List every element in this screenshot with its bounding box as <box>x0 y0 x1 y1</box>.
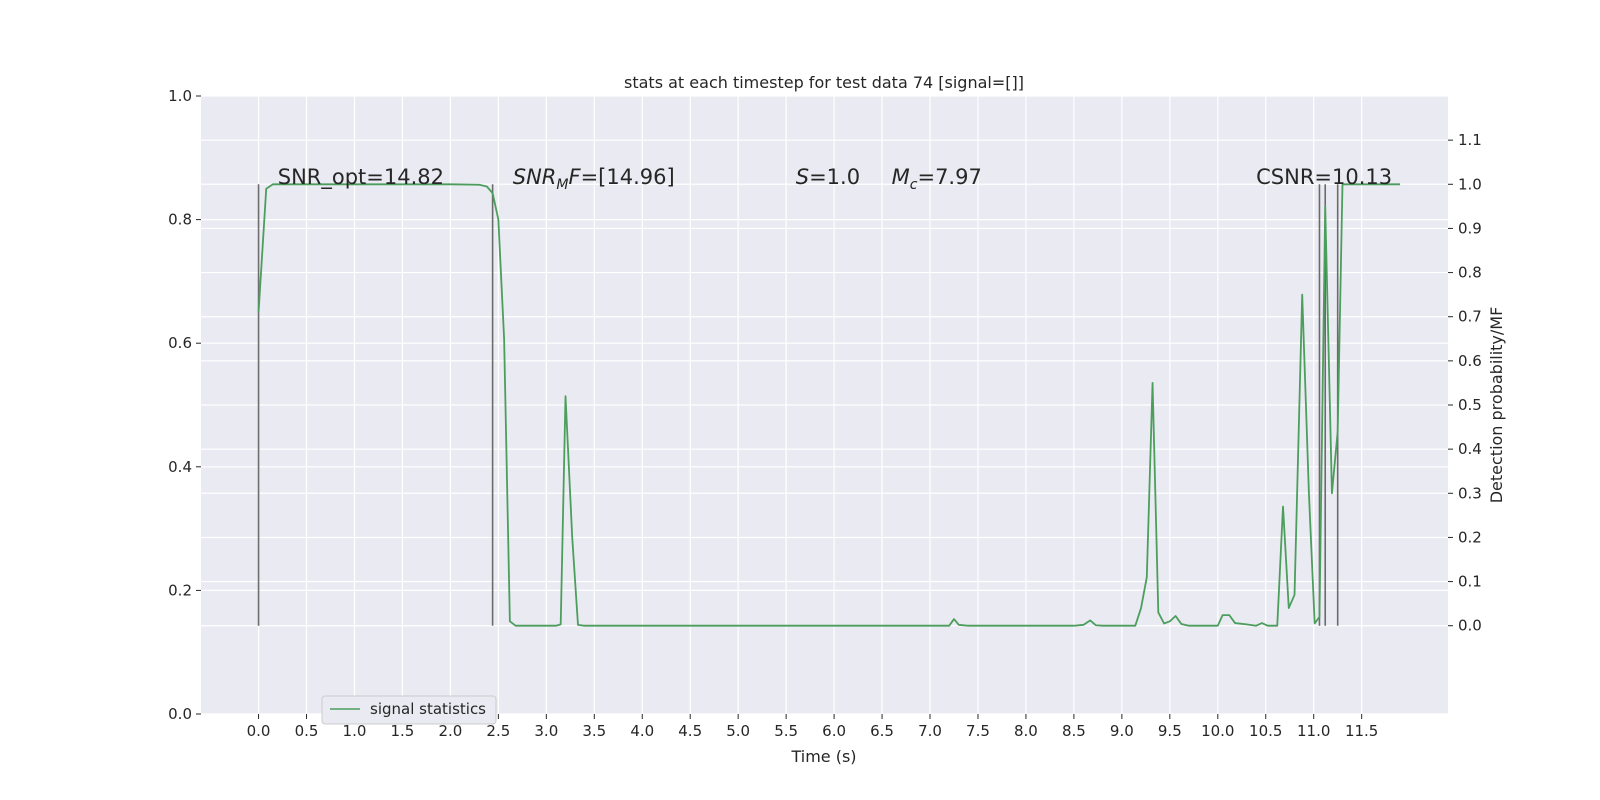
x-tick-label: 0.0 <box>247 722 271 740</box>
annotation: SNR_opt=14.82 <box>278 165 444 190</box>
x-tick-label: 4.5 <box>678 722 702 740</box>
x-tick-label: 10.5 <box>1249 722 1282 740</box>
y-right-tick-label: 0.4 <box>1458 440 1482 458</box>
y-left-tick-label: 1.0 <box>168 87 192 105</box>
x-axis-label: Time (s) <box>790 747 856 766</box>
annotation: S=1.0 <box>796 165 860 189</box>
y-right-tick-label: 0.0 <box>1458 617 1482 635</box>
y-left-tick-label: 0.0 <box>168 705 192 723</box>
x-axis: 0.0 0.5 1.0 1.5 2.0 2.5 3.0 3.5 4.0 4.5 5.0 5.5 6.0 6… <box>247 714 1378 740</box>
y-right-tick-label: 1.0 <box>1458 175 1482 193</box>
x-tick-label: 3.0 <box>534 722 558 740</box>
x-tick-label: 7.5 <box>966 722 990 740</box>
y-right-tick-label: 1.1 <box>1458 131 1482 149</box>
series-layer <box>257 183 1401 627</box>
grid <box>201 95 1448 715</box>
x-tick-label: 6.5 <box>870 722 894 740</box>
annotation: CSNR=10.13 <box>1256 165 1392 189</box>
y-axis-right: 0.0 0.1 0.2 0.3 0.4 0.5 0.6 0.7 0.8 0.9 1.0 1.1 <box>1448 131 1482 635</box>
legend-box <box>321 695 497 725</box>
y-right-tick-label: 0.6 <box>1458 352 1482 370</box>
x-tick-label: 0.5 <box>295 722 319 740</box>
chart-title: stats at each timestep for test data 74 … <box>624 73 1024 92</box>
y-left-tick-label: 0.4 <box>168 458 192 476</box>
x-tick-label: 1.0 <box>343 722 367 740</box>
y-right-tick-label: 0.3 <box>1458 484 1482 502</box>
annotation: Mc=7.97 <box>892 165 982 193</box>
x-tick-label: 5.0 <box>726 722 750 740</box>
x-tick-label: 2.5 <box>486 722 510 740</box>
y-right-tick-label: 0.5 <box>1458 396 1482 414</box>
y-left-tick-label: 0.8 <box>168 211 192 229</box>
x-tick-label: 7.0 <box>918 722 942 740</box>
y-right-tick-label: 0.9 <box>1458 219 1482 237</box>
x-tick-label: 8.5 <box>1062 722 1086 740</box>
legend-label: signal statistics <box>370 700 486 718</box>
y-right-tick-label: 0.2 <box>1458 528 1482 546</box>
y-right-tick-label: 0.1 <box>1458 573 1482 591</box>
x-tick-label: 11.0 <box>1297 722 1330 740</box>
x-tick-label: 5.5 <box>774 722 798 740</box>
x-tick-label: 10.0 <box>1201 722 1234 740</box>
legend: signal statistics <box>321 695 497 725</box>
x-tick-label: 9.5 <box>1158 722 1182 740</box>
y-left-tick-label: 0.2 <box>168 581 192 599</box>
series-line <box>257 183 1401 627</box>
x-tick-label: 2.0 <box>438 722 462 740</box>
y-axis-right-label: Detection probability/MF <box>1487 307 1506 504</box>
x-tick-label: 8.0 <box>1014 722 1038 740</box>
x-tick-label: 9.0 <box>1110 722 1134 740</box>
x-tick-label: 11.5 <box>1345 722 1378 740</box>
annotation: SNRMF=[14.96] <box>513 165 675 193</box>
y-left-tick-label: 0.6 <box>168 334 192 352</box>
x-tick-label: 3.5 <box>582 722 606 740</box>
y-right-tick-label: 0.7 <box>1458 308 1482 326</box>
x-tick-label: 6.0 <box>822 722 846 740</box>
annotations: SNR_opt=14.82 SNRMF=[14.96] S=1.0 Mc=7.97 CS… <box>278 165 1392 193</box>
y-axis-left: 0.0 0.2 0.4 0.6 0.8 1.0 <box>168 87 201 723</box>
x-tick-label: 1.5 <box>391 722 415 740</box>
y-right-tick-label: 0.8 <box>1458 264 1482 282</box>
x-tick-label: 4.0 <box>630 722 654 740</box>
